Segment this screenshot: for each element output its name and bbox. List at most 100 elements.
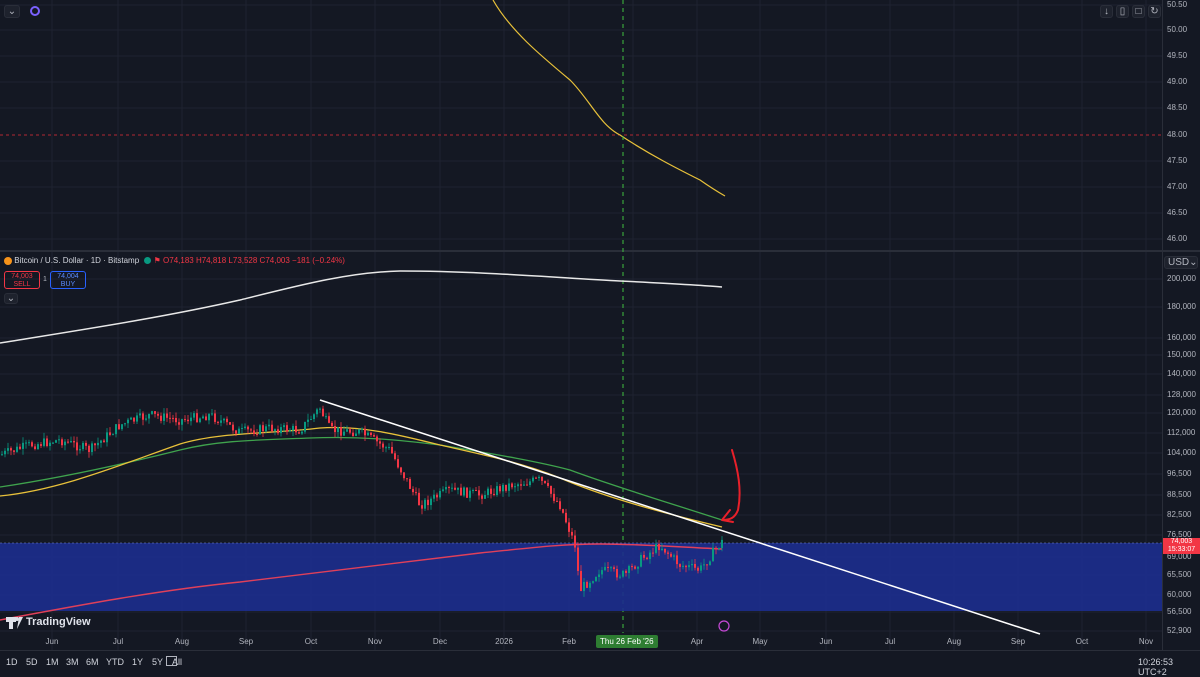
clock[interactable]: 10:26:53 UTC+2	[1138, 657, 1174, 677]
candle-body	[346, 429, 348, 432]
candle-body	[607, 566, 609, 568]
candle-body	[505, 484, 507, 491]
time-axis-tick: Jul	[112, 637, 124, 646]
candle-body	[283, 425, 285, 428]
range-button[interactable]: YTD	[106, 657, 124, 667]
candle-body	[148, 413, 150, 419]
candle-body	[391, 446, 393, 454]
sell-price: 74,003	[11, 273, 33, 280]
candle-body	[109, 432, 111, 435]
candle-body	[121, 424, 123, 430]
calendar-icon[interactable]	[166, 656, 177, 666]
candle-body	[70, 441, 72, 443]
range-button[interactable]: 1M	[46, 657, 59, 667]
candle-body	[517, 484, 519, 487]
range-button[interactable]: 1Y	[132, 657, 144, 667]
event-icon[interactable]	[718, 620, 730, 632]
time-axis-tick: Aug	[174, 637, 190, 646]
range-button[interactable]: 5D	[26, 657, 38, 667]
currency-select[interactable]: USD ⌄	[1164, 256, 1198, 269]
candle-body	[157, 413, 159, 416]
candle-body	[577, 547, 579, 571]
candle-body	[325, 416, 327, 418]
maximize-icon[interactable]: □	[1132, 5, 1145, 18]
candle-body	[13, 450, 15, 452]
candle-body	[22, 442, 24, 449]
ma-green-line	[0, 436, 723, 521]
candle-body	[568, 522, 570, 532]
trendline[interactable]	[319, 399, 1041, 635]
candle-body	[550, 485, 552, 494]
collapse-button[interactable]: ⌄	[4, 5, 20, 18]
sell-button[interactable]: 74,003 SELL	[4, 271, 40, 289]
candle-body	[541, 476, 543, 481]
time-axis-tick: Aug	[946, 637, 962, 646]
candle-body	[424, 499, 426, 509]
candle-body	[712, 547, 714, 562]
candle-body	[139, 413, 141, 416]
candle-body	[220, 420, 222, 423]
indicator-settings-icon[interactable]	[30, 6, 40, 16]
candle-body	[253, 430, 255, 435]
refresh-icon[interactable]: ↻	[1148, 5, 1161, 18]
time-axis-tick: 2026	[495, 637, 513, 646]
candle-body	[664, 548, 666, 553]
candle-body	[289, 430, 291, 432]
candle-body	[532, 477, 534, 482]
candle-body	[490, 488, 492, 494]
candle-body	[547, 483, 549, 486]
candle-body	[448, 487, 450, 489]
candle-body	[463, 487, 465, 496]
candle-body	[556, 500, 558, 502]
time-axis-tick: Jul	[884, 637, 896, 646]
candle-body	[670, 553, 672, 557]
candle-body	[457, 487, 459, 490]
candle-body	[514, 486, 516, 488]
arrow-down-icon[interactable]: ↓	[1100, 5, 1113, 18]
candle-body	[349, 429, 351, 433]
flag-icon[interactable]: ⚑	[153, 256, 161, 265]
candle-body	[10, 448, 12, 451]
candle-body	[232, 424, 234, 431]
candle-body	[52, 442, 54, 444]
range-button[interactable]: 3M	[66, 657, 79, 667]
candle-body	[394, 453, 396, 460]
range-button[interactable]: 6M	[86, 657, 99, 667]
indicator-axis-tick: 48.00	[1167, 130, 1188, 139]
price-axis-tick: 52,900	[1167, 626, 1192, 635]
candle-body	[34, 446, 36, 450]
candle-body	[499, 486, 501, 492]
candle-body	[145, 418, 147, 420]
price-axis[interactable]	[1162, 0, 1200, 650]
candle-body	[88, 445, 90, 453]
candle-body	[583, 581, 585, 592]
trash-icon[interactable]: ▯	[1116, 5, 1129, 18]
buy-button[interactable]: 74,004 BUY	[50, 271, 86, 289]
indicator-axis-tick: 49.50	[1167, 51, 1188, 60]
candle-body	[406, 478, 408, 480]
symbol-title[interactable]: Bitcoin / U.S. Dollar · 1D · Bitstamp	[14, 256, 140, 265]
candle-body	[241, 428, 243, 430]
candle-body	[334, 426, 336, 433]
candle-body	[298, 432, 300, 434]
candle-body	[127, 419, 129, 424]
bar-countdown: 15:33:07	[1167, 546, 1196, 553]
candle-body	[301, 431, 303, 434]
candle-body	[25, 442, 27, 444]
legend-collapse-button[interactable]: ⌄	[4, 293, 18, 304]
candle-body	[337, 427, 339, 433]
candle-body	[529, 481, 531, 486]
range-button[interactable]: All	[172, 657, 183, 667]
time-axis-tick: Sep	[238, 637, 254, 646]
candle-body	[421, 505, 423, 509]
candle-body	[190, 417, 192, 422]
candle-body	[385, 447, 387, 449]
tradingview-brand[interactable]: TradingView	[26, 616, 91, 628]
range-button[interactable]: 1D	[6, 657, 18, 667]
range-button[interactable]: 5Y	[152, 657, 164, 667]
candle-body	[610, 567, 612, 569]
candle-body	[469, 490, 471, 498]
candle-body	[478, 490, 480, 496]
candle-body	[202, 416, 204, 419]
